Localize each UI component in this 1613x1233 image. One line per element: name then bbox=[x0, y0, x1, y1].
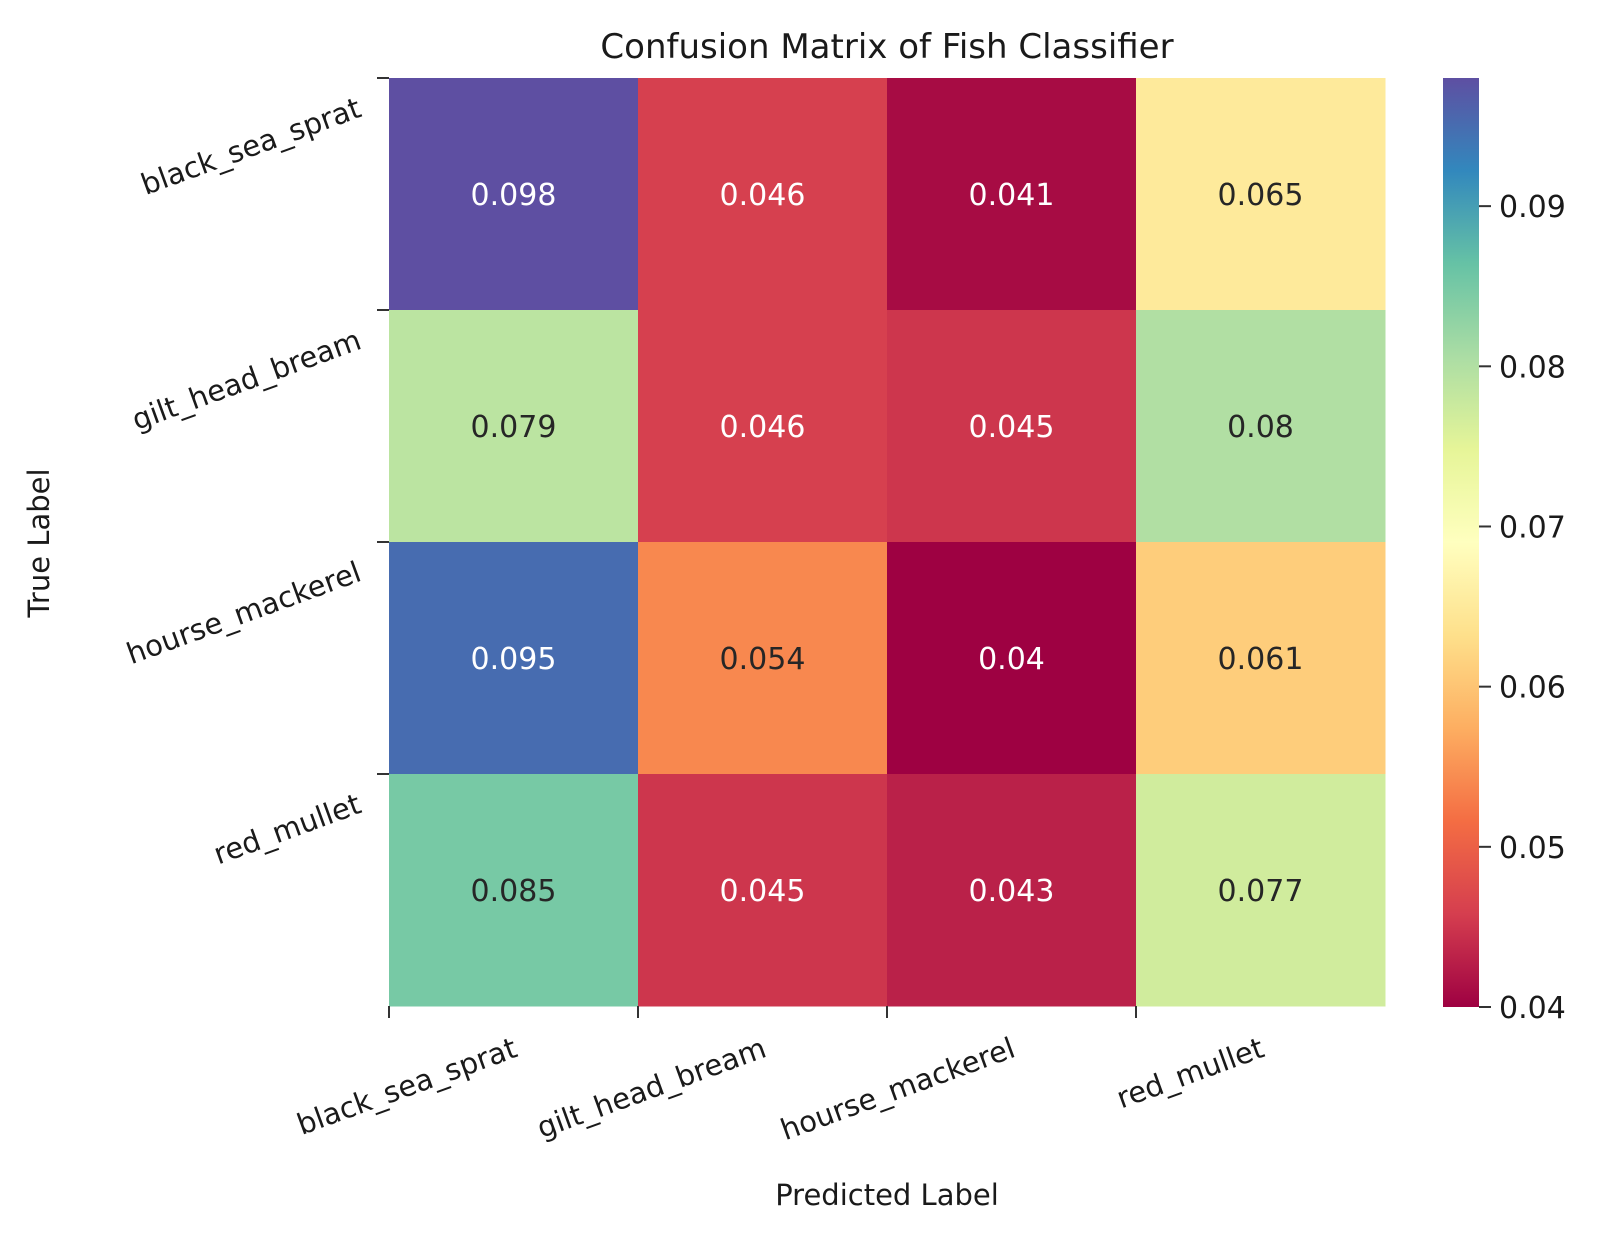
cell-value-label: 0.041 bbox=[969, 178, 1055, 213]
chart-title: Confusion Matrix of Fish Classifier bbox=[600, 27, 1173, 67]
cell-value-label: 0.079 bbox=[471, 410, 557, 445]
y-tick-label: gilt_head_bream bbox=[127, 323, 365, 437]
heatmap-cell bbox=[638, 310, 888, 543]
heatmap-cell bbox=[1136, 542, 1386, 775]
y-tick-labels: black_sea_sprat gilt_head_bream hourse_mac… bbox=[122, 77, 389, 872]
heatmap-cells: 0.098 0.046 0.041 0.065 0.079 0.046 0.045 0.08 0… bbox=[389, 78, 1386, 1007]
cell-value-label: 0.046 bbox=[720, 178, 806, 213]
colorbar-tick-label: 0.09 bbox=[1499, 190, 1566, 225]
heatmap-cell bbox=[638, 78, 888, 311]
cell-value-label: 0.054 bbox=[720, 642, 806, 677]
cell-value-label: 0.095 bbox=[471, 642, 557, 677]
heatmap-cell bbox=[389, 774, 639, 1007]
heatmap-cell bbox=[887, 310, 1137, 543]
x-axis-label: Predicted Label bbox=[775, 1178, 999, 1212]
cell-value-label: 0.08 bbox=[1227, 410, 1294, 445]
heatmap-cell bbox=[1136, 774, 1386, 1007]
cell-value-label: 0.077 bbox=[1218, 874, 1304, 909]
colorbar-tick-label: 0.04 bbox=[1499, 991, 1566, 1026]
x-tick-label: red_mullet bbox=[1112, 1031, 1268, 1116]
cell-value-label: 0.046 bbox=[720, 410, 806, 445]
cell-value-label: 0.085 bbox=[471, 874, 557, 909]
x-tick-label: hourse_mackerel bbox=[776, 1031, 1019, 1147]
heatmap-cell bbox=[638, 774, 888, 1007]
heatmap-cell bbox=[1136, 78, 1386, 311]
cell-value-label: 0.045 bbox=[720, 874, 806, 909]
colorbar-tick-label: 0.05 bbox=[1499, 831, 1566, 866]
cell-value-label: 0.065 bbox=[1218, 178, 1304, 213]
heatmap-cell bbox=[389, 78, 639, 311]
colorbar-tick-label: 0.07 bbox=[1499, 510, 1566, 545]
heatmap-cell bbox=[389, 542, 639, 775]
colorbar-gradient bbox=[1443, 78, 1479, 1007]
heatmap-cell bbox=[887, 774, 1137, 1007]
colorbar: 0.04 0.05 0.06 0.07 0.08 0.09 bbox=[1443, 78, 1566, 1026]
heatmap-cell bbox=[638, 542, 888, 775]
cell-value-label: 0.045 bbox=[969, 410, 1055, 445]
y-tick-label: hourse_mackerel bbox=[122, 555, 365, 671]
heatmap-cell bbox=[389, 310, 639, 543]
cell-value-label: 0.061 bbox=[1218, 642, 1304, 677]
cell-value-label: 0.04 bbox=[978, 642, 1045, 677]
cell-value-label: 0.098 bbox=[471, 178, 557, 213]
colorbar-tick-label: 0.08 bbox=[1499, 350, 1566, 385]
heatmap-cell bbox=[887, 542, 1137, 775]
cell-value-label: 0.043 bbox=[969, 874, 1055, 909]
x-tick-label: black_sea_sprat bbox=[292, 1031, 521, 1142]
y-tick-label: black_sea_sprat bbox=[136, 91, 365, 202]
y-tick-label: red_mullet bbox=[209, 787, 365, 872]
colorbar-tick-label: 0.06 bbox=[1499, 671, 1566, 706]
heatmap-cell bbox=[1136, 310, 1386, 543]
x-tick-label: gilt_head_bream bbox=[532, 1031, 770, 1145]
heatmap-cell bbox=[887, 78, 1137, 311]
x-tick-labels: black_sea_sprat gilt_head_bream hourse_mac… bbox=[292, 1006, 1268, 1147]
y-axis-label: True Label bbox=[22, 468, 56, 618]
